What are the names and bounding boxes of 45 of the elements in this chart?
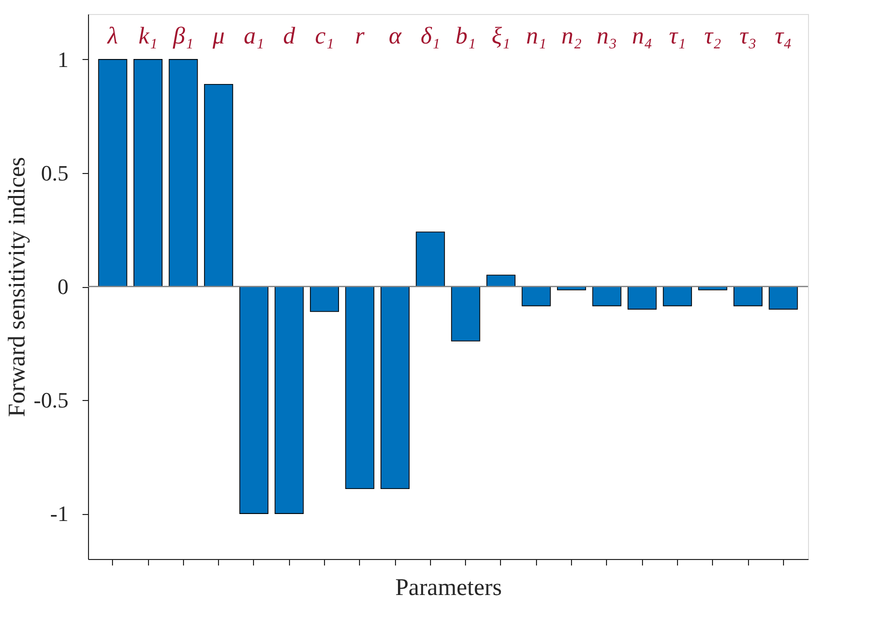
bar [310, 286, 339, 312]
x-tick-label: β₁ [172, 24, 194, 50]
x-tick-label: n₃ [596, 24, 617, 50]
y-tick-label: 1 [58, 46, 68, 72]
bar [380, 286, 410, 490]
x-tick-label: α [388, 24, 402, 50]
x-tick-label: k₁ [138, 24, 158, 50]
bar [98, 59, 128, 287]
x-axis-title: Parameters [395, 575, 502, 601]
bar [345, 286, 374, 490]
x-tick-label: τ₂ [704, 24, 722, 50]
bar [204, 84, 234, 287]
bar [451, 286, 480, 342]
y-tick-label: -0.5 [34, 388, 68, 413]
x-tick-label: τ₃ [740, 24, 756, 50]
x-tick-label: n₄ [632, 24, 652, 50]
bar [239, 286, 268, 514]
x-tick-label: d [283, 24, 296, 50]
bar [133, 59, 163, 287]
x-tick-label: r [355, 24, 366, 50]
x-tick-label: τ₄ [774, 24, 792, 50]
bar [768, 286, 798, 310]
y-tick-label: -1 [50, 501, 68, 526]
x-tick-label: b₁ [455, 24, 476, 50]
bar [274, 286, 304, 514]
x-tick-label: n₂ [561, 24, 582, 50]
bar [733, 286, 763, 306]
bar [416, 232, 445, 287]
x-tick-label: δ₁ [420, 24, 440, 50]
x-tick-label: ξ₁ [492, 24, 510, 50]
x-tick-label: μ [212, 24, 225, 50]
y-tick-label: 0.5 [41, 160, 68, 186]
y-axis-title: Forward sensitivity indices [4, 157, 31, 417]
bar [522, 286, 551, 306]
bar [486, 274, 516, 287]
x-tick-label: n₁ [526, 24, 546, 50]
bar [628, 286, 657, 310]
x-tick-label: λ [106, 24, 118, 50]
x-tick-label: a₁ [244, 24, 264, 50]
y-tick-label: 0 [58, 274, 68, 299]
bar [168, 59, 198, 287]
x-tick-label: τ₁ [668, 24, 686, 50]
bar [592, 286, 622, 306]
x-tick-label: c₁ [314, 24, 334, 50]
bar [662, 286, 692, 306]
